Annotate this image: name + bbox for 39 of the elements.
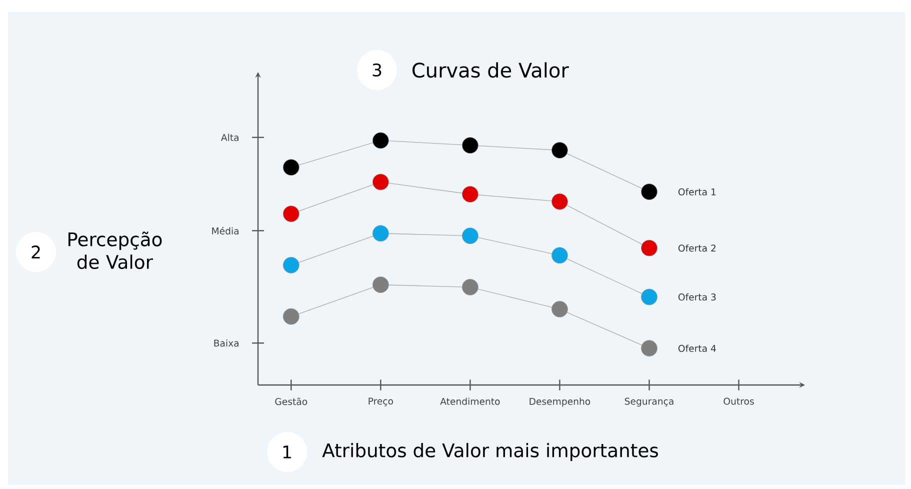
point (372, 174, 389, 190)
text: Média (212, 226, 238, 234)
text: 1 (283, 446, 291, 458)
x-axis-title: Atributos de Valor mais importantes (322, 442, 658, 462)
point (641, 184, 658, 200)
text: Percepção de Valor (68, 232, 162, 270)
point (641, 288, 658, 306)
x-tick-label: Preço (368, 398, 393, 406)
point (552, 300, 568, 318)
text: Oferta 2 (678, 244, 716, 252)
text: 2 (32, 246, 40, 258)
point (462, 186, 478, 202)
point (552, 193, 568, 210)
x-tick-label: Gestão (275, 398, 308, 406)
point (552, 247, 568, 264)
point (641, 240, 658, 256)
point (462, 137, 478, 154)
text: Oferta 1 (678, 188, 716, 196)
point (282, 256, 300, 274)
x-tick-label: Desempenho (530, 398, 590, 407)
point (462, 278, 478, 296)
text: Baixa (214, 339, 238, 347)
point (552, 142, 568, 158)
point (372, 132, 389, 149)
point (282, 308, 300, 325)
point (282, 159, 300, 176)
text: Alta (221, 134, 238, 142)
point (641, 340, 658, 357)
chart-title: Curvas de Valor (412, 62, 569, 78)
point (462, 228, 478, 244)
text: Oferta 4 (678, 344, 716, 352)
point (372, 276, 389, 293)
x-tick-label: Atendimento (440, 398, 500, 405)
x-tick-label: Segurança (624, 398, 674, 407)
x-tick-label: Outros (724, 398, 754, 405)
point (282, 206, 300, 222)
point (372, 225, 389, 242)
text: Oferta 3 (678, 293, 716, 301)
text: 3 (372, 63, 382, 77)
